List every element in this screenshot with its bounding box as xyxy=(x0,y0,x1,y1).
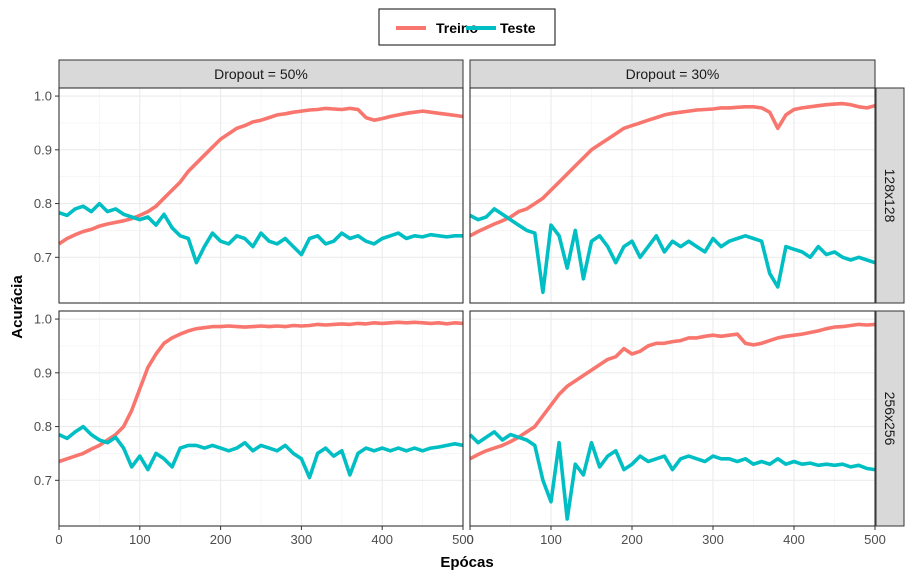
legend-label-teste: Teste xyxy=(500,20,536,36)
y-tick-label: 0.8 xyxy=(34,419,52,434)
y-tick-label: 0.7 xyxy=(34,250,52,265)
y-axis-title: Acurácia xyxy=(9,275,26,339)
x-axis-title: Epócas xyxy=(440,554,493,571)
panel-2-border xyxy=(58,310,464,527)
panel-1-border xyxy=(469,87,876,304)
series-line-treino-panel-0 xyxy=(58,106,464,246)
y-tick-label: 1.0 xyxy=(34,89,52,104)
strip-row-0 xyxy=(875,87,905,304)
strip-label-column-0: Dropout = 50% xyxy=(214,66,308,82)
x-tick-label: 500 xyxy=(864,532,886,547)
y-tick-label: 0.8 xyxy=(34,196,52,211)
x-tick-label: 400 xyxy=(371,532,393,547)
series-line-treino-panel-3 xyxy=(469,322,876,461)
strip-label-row-1: 256x256 xyxy=(882,392,898,446)
x-tick-label: 300 xyxy=(702,532,724,547)
panel-0-border xyxy=(58,87,464,304)
series-line-teste-panel-3 xyxy=(468,430,876,521)
series-line-teste-panel-1 xyxy=(469,207,876,295)
x-tick-label: 0 xyxy=(55,532,62,547)
legend-label-treino: Treino xyxy=(436,20,478,36)
x-tick-label: 100 xyxy=(129,532,151,547)
x-tick-label: 200 xyxy=(621,532,643,547)
series-line-teste-panel-2 xyxy=(58,424,464,480)
series-line-treino-panel-2 xyxy=(58,320,464,464)
y-tick-label: 0.7 xyxy=(34,473,52,488)
y-tick-label: 0.9 xyxy=(34,142,52,157)
y-tick-label: 0.9 xyxy=(34,365,52,380)
strip-row-1 xyxy=(875,310,905,527)
strip-column-0 xyxy=(58,59,464,89)
x-tick-label: 100 xyxy=(540,532,562,547)
strip-label-column-1: Dropout = 30% xyxy=(626,66,720,82)
strip-label-row-0: 128x128 xyxy=(882,169,898,223)
panel-3-border xyxy=(469,310,876,527)
x-tick-label: 500 xyxy=(452,532,474,547)
y-tick-label: 1.0 xyxy=(34,312,52,327)
series-line-treino-panel-1 xyxy=(469,101,876,238)
x-tick-label: 400 xyxy=(783,532,805,547)
x-tick-label: 200 xyxy=(210,532,232,547)
x-tick-label: 300 xyxy=(291,532,313,547)
series-line-teste-panel-0 xyxy=(58,201,463,265)
x-tick-label: 0 xyxy=(466,532,473,547)
